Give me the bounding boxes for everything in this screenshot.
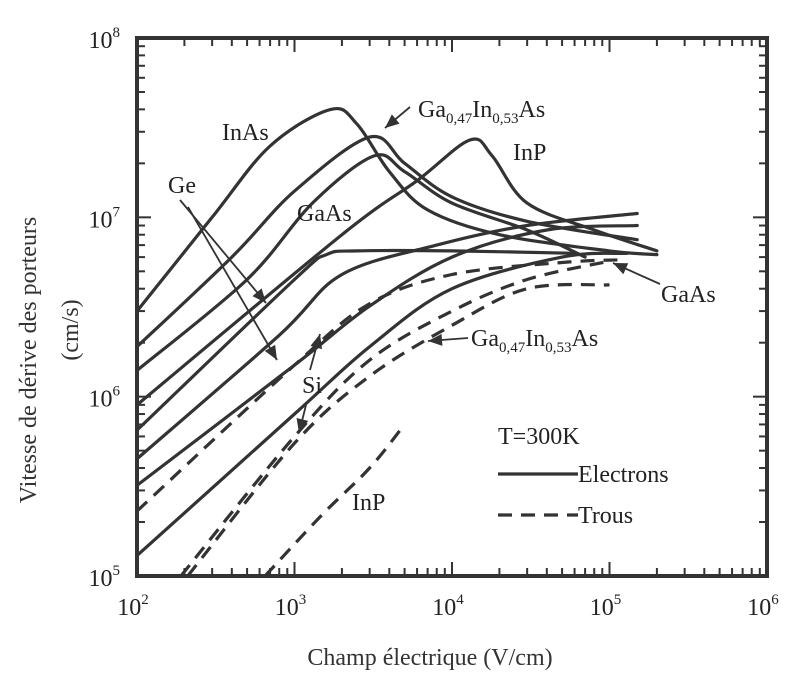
- label-inp-top: InP: [513, 140, 546, 166]
- hole-curve-10: [179, 259, 610, 578]
- electron-curve-1: [135, 106, 659, 313]
- electron-curve-5: [135, 248, 577, 432]
- label-inas: InAs: [222, 120, 269, 146]
- legend: T=300K Electrons Trous: [498, 424, 669, 529]
- label-ge: Ge: [168, 173, 196, 199]
- electron-curve-2: [135, 134, 639, 349]
- label-layer: 102 103 104 105 106 105 106 107 108 InAs Ga0,47In0…: [89, 25, 780, 621]
- label-si: Si: [302, 373, 322, 399]
- y-axis-title: Vitesse de dérive des porteurs: [16, 217, 42, 503]
- electron-curve-3: [135, 153, 587, 373]
- arrow-ge-2-head: [264, 344, 277, 360]
- legend-holes: Trous: [578, 503, 633, 529]
- x-tick-label: 105: [590, 592, 622, 621]
- arrow-gainas-mid-head: [428, 333, 443, 346]
- y-axis-unit: (cm/s): [58, 299, 84, 360]
- plot-frame: [135, 36, 769, 578]
- x-tick-label: 106: [747, 592, 779, 621]
- y-tick-label: 105: [89, 563, 121, 592]
- electron-curve-4: [135, 137, 659, 407]
- electron-curve-8: [135, 251, 629, 558]
- x-tick-label: 103: [275, 592, 307, 621]
- label-inp-bottom: InP: [352, 490, 385, 516]
- arrow-ge-2: [187, 206, 278, 361]
- x-axis-title: Champ électrique (V/cm): [307, 645, 552, 671]
- hole-curve-12: [263, 423, 406, 578]
- x-tick-label: 102: [117, 592, 149, 621]
- electron-curve-6: [135, 211, 639, 461]
- label-gaas-right: GaAs: [661, 282, 716, 308]
- hole-curve-9: [135, 258, 623, 513]
- arrow-si-up-head: [310, 334, 323, 350]
- legend-electrons: Electrons: [578, 462, 669, 488]
- arrow-gainas-top-head: [385, 114, 400, 128]
- y-tick-label: 106: [89, 384, 121, 413]
- y-tick-label: 108: [89, 25, 121, 54]
- label-gaas-left: GaAs: [297, 201, 352, 227]
- arrow-si-down-head: [296, 417, 309, 433]
- arrow-ge-1-head: [252, 288, 266, 303]
- y-tick-label: 107: [89, 204, 121, 233]
- label-gainas-mid: Ga0,47In0,53As: [471, 326, 598, 356]
- arrow-gaas-right-head: [613, 263, 629, 275]
- arrow-layer: [179, 106, 661, 434]
- label-gainas-top: Ga0,47In0,53As: [418, 97, 545, 127]
- hole-curve-11: [186, 282, 610, 578]
- legend-title: T=300K: [498, 424, 580, 450]
- x-tick-label: 104: [432, 592, 464, 621]
